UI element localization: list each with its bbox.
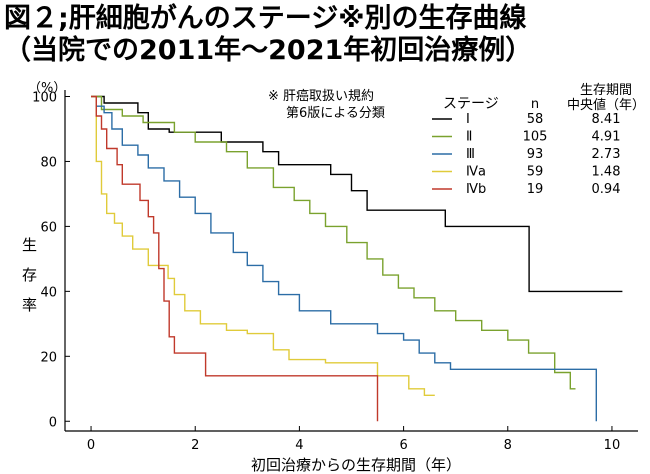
survival-curve-5 <box>91 95 379 422</box>
classification-note-line-1: ※ 肝癌取扱い規約 <box>268 88 374 104</box>
legend-stage-1: Ⅰ <box>466 112 470 127</box>
legend-n-5: 19 <box>527 182 544 197</box>
survival-curve-3 <box>91 95 597 422</box>
survival-curves <box>91 95 623 422</box>
legend-median-4: 1.48 <box>592 165 621 180</box>
legend-stage-2: Ⅱ <box>466 130 472 145</box>
legend: Ⅰ 58 8.41 Ⅱ 105 4.91 Ⅲ 93 2.73 Ⅳa 59 1.48 Ⅳb 19 0.94 <box>432 112 620 197</box>
legend-header-n: n <box>531 97 539 112</box>
legend-header-median-1: 生存期間 <box>580 83 632 98</box>
legend-stage-3: Ⅲ <box>466 147 475 162</box>
x-tick-label: 8 <box>504 438 512 453</box>
y-tick-label: 20 <box>40 350 57 365</box>
legend-median-3: 2.73 <box>592 147 621 162</box>
x-tick-label: 6 <box>399 438 407 453</box>
legend-header-stage: ステージ <box>443 96 499 112</box>
y-tick-label: 40 <box>40 285 57 300</box>
y-axis-label-char: 存 <box>22 266 37 284</box>
x-tick-label: 0 <box>87 438 95 453</box>
y-axis-label-char: 生 <box>22 236 37 254</box>
y-tick-label: 100 <box>32 90 57 105</box>
y-tick-label: 60 <box>40 220 57 235</box>
survival-curve-1 <box>91 95 623 293</box>
y-tick-label: 0 <box>49 415 57 430</box>
legend-stage-4: Ⅳa <box>466 165 486 180</box>
classification-note-line-2: 第6版による分類 <box>286 106 385 121</box>
legend-n-2: 105 <box>523 130 548 145</box>
chart-title-line-2: （当院での2011年～2021年初回治療例） <box>4 35 533 66</box>
y-axis-label: 生存率 <box>22 236 37 314</box>
x-tick-label: 4 <box>295 438 303 453</box>
legend-median-5: 0.94 <box>592 182 621 197</box>
legend-n-4: 59 <box>527 165 544 180</box>
y-ticks: 0 20 40 60 80 100 <box>32 90 70 430</box>
legend-header-median-2: 中央値（年） <box>567 97 645 113</box>
x-tick-label: 2 <box>191 438 199 453</box>
survival-curve-2 <box>91 95 576 390</box>
x-axis-label: 初回治療からの生存期間（年） <box>251 456 461 474</box>
legend-median-1: 8.41 <box>592 112 621 127</box>
chart-title-line-1: 図２;肝細胞がんのステージ※別の生存曲線 <box>4 3 527 34</box>
y-unit-label: （%） <box>28 81 66 96</box>
legend-n-1: 58 <box>527 112 544 127</box>
legend-n-3: 93 <box>527 147 544 162</box>
survival-curve-4 <box>91 95 435 396</box>
x-tick-label: 10 <box>604 438 621 453</box>
legend-stage-5: Ⅳb <box>466 182 486 197</box>
y-axis-label-char: 率 <box>22 296 37 314</box>
x-ticks: 0 2 4 6 8 10 <box>87 426 620 453</box>
legend-median-2: 4.91 <box>592 130 621 145</box>
y-tick-label: 80 <box>40 155 57 170</box>
